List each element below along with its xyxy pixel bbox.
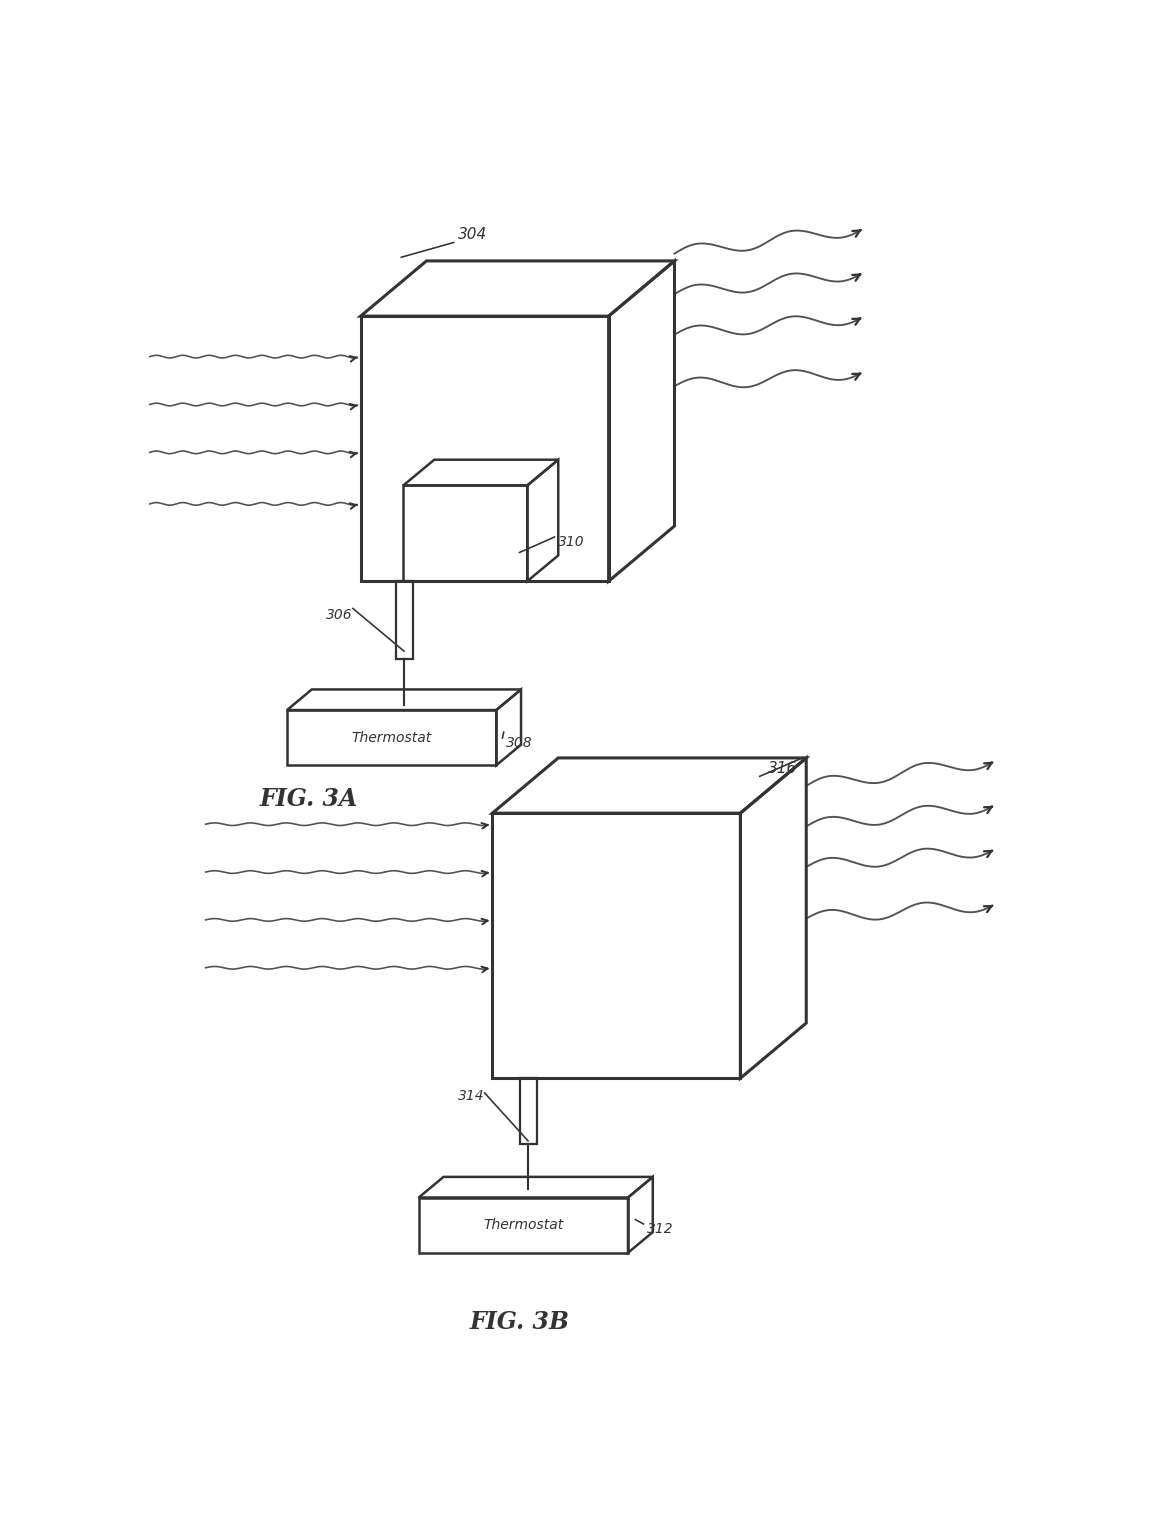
Text: 312: 312 <box>647 1222 674 1236</box>
Text: 304: 304 <box>457 226 487 242</box>
Text: 306: 306 <box>326 609 353 623</box>
Text: 310: 310 <box>558 536 585 549</box>
Text: 314: 314 <box>457 1089 484 1103</box>
Text: FIG. 3A: FIG. 3A <box>260 786 358 811</box>
Text: 308: 308 <box>507 736 533 750</box>
Text: Thermostat: Thermostat <box>352 731 432 745</box>
Text: 316: 316 <box>768 760 796 776</box>
Text: FIG. 3B: FIG. 3B <box>469 1310 569 1334</box>
Text: Thermostat: Thermostat <box>484 1218 563 1232</box>
